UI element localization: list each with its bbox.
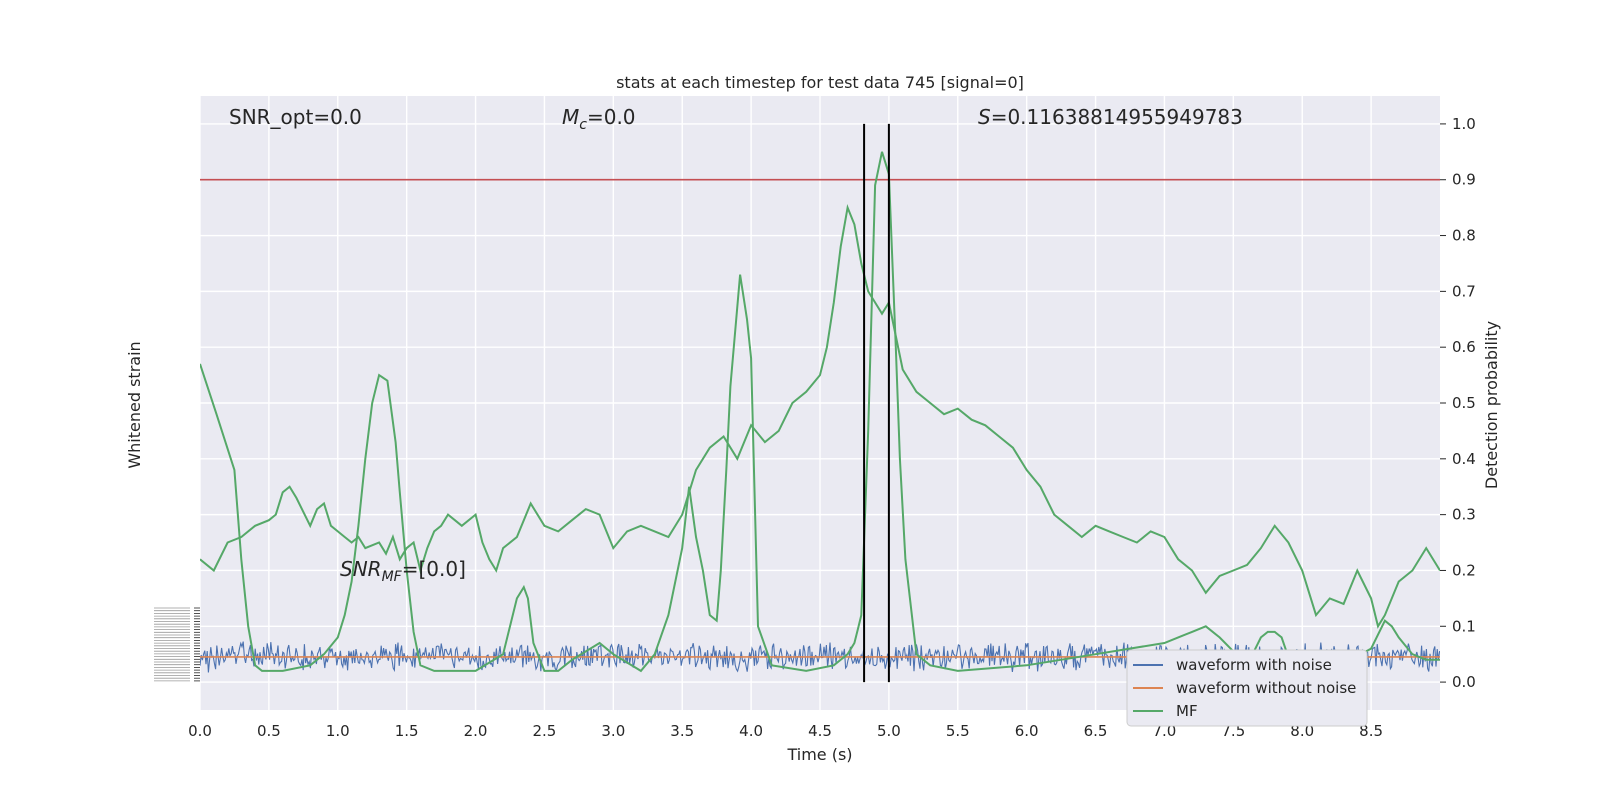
s-value: =0.11638814955949783 [991,105,1243,129]
right-tick-label-5: 0.5 [1452,394,1476,412]
x-axis-label: Time (s) [786,745,852,764]
series-detection-probability [200,203,1440,629]
snr-opt-annotation: SNR_opt=0.0 [229,105,362,129]
right-tick-label-9: 0.9 [1452,171,1476,189]
x-tick-label-11: 5.5 [946,722,970,740]
x-tick-label-3: 1.5 [395,722,419,740]
x-tick-label-0: 0.0 [188,722,212,740]
legend-label-mf: MF [1176,702,1198,720]
x-tick-label-12: 6.0 [1015,722,1039,740]
legend-label-waveform-with-noise: waveform with noise [1176,656,1332,674]
right-tick-label-4: 0.4 [1452,450,1476,468]
right-axis-label: Detection probability [1482,321,1501,489]
mc-subscript: c [579,117,587,133]
snr-mf-subscript: MF [382,569,403,585]
x-tick-label-6: 3.0 [601,722,625,740]
series-mf [200,151,1440,673]
right-tick-label-0: 0.0 [1452,673,1476,691]
mc-symbol: M [562,105,579,129]
right-axis-ticks: 0.0 0.1 0.2 0.3 0.4 0.5 0.6 0.7 0.8 0.9 1.0 [1440,115,1476,691]
legend-label-waveform-without-noise: waveform without noise [1176,679,1356,697]
x-tick-label-10: 5.0 [877,722,901,740]
left-axis-label: Whitened strain [125,341,144,468]
x-tick-label-8: 4.0 [739,722,763,740]
x-tick-label-4: 2.0 [464,722,488,740]
s-annotation: S=0.11638814955949783 [978,105,1243,129]
x-tick-label-2: 1.0 [326,722,350,740]
right-tick-label-1: 0.1 [1452,617,1476,635]
snr-mf-value: =[0.0] [402,557,466,581]
right-tick-label-8: 0.8 [1452,227,1476,245]
x-tick-label-9: 4.5 [808,722,832,740]
right-tick-label-10: 1.0 [1452,115,1476,133]
right-tick-label-2: 0.2 [1452,561,1476,579]
x-tick-label-13: 6.5 [1084,722,1108,740]
legend: waveform with noise waveform without noi… [1126,649,1368,727]
x-tick-label-1: 0.5 [257,722,281,740]
chart-marks [200,123,1440,683]
x-tick-label-5: 2.5 [533,722,557,740]
right-tick-label-7: 0.7 [1452,282,1476,300]
snr-mf-annotation: SNRMF=[0.0] [340,557,466,585]
chart-title: stats at each timestep for test data 745… [616,73,1024,92]
x-tick-label-17: 8.5 [1359,722,1383,740]
legend-box [1126,649,1368,727]
left-axis-ticks [154,607,200,682]
x-tick-label-7: 3.5 [670,722,694,740]
snr-mf-symbol: SNR [340,557,382,581]
right-tick-label-3: 0.3 [1452,506,1476,524]
plot-content [200,123,1440,683]
mc-annotation: Mc=0.0 [562,105,636,133]
s-symbol: S [978,105,991,129]
mc-value: =0.0 [587,105,636,129]
right-tick-label-6: 0.6 [1452,338,1476,356]
